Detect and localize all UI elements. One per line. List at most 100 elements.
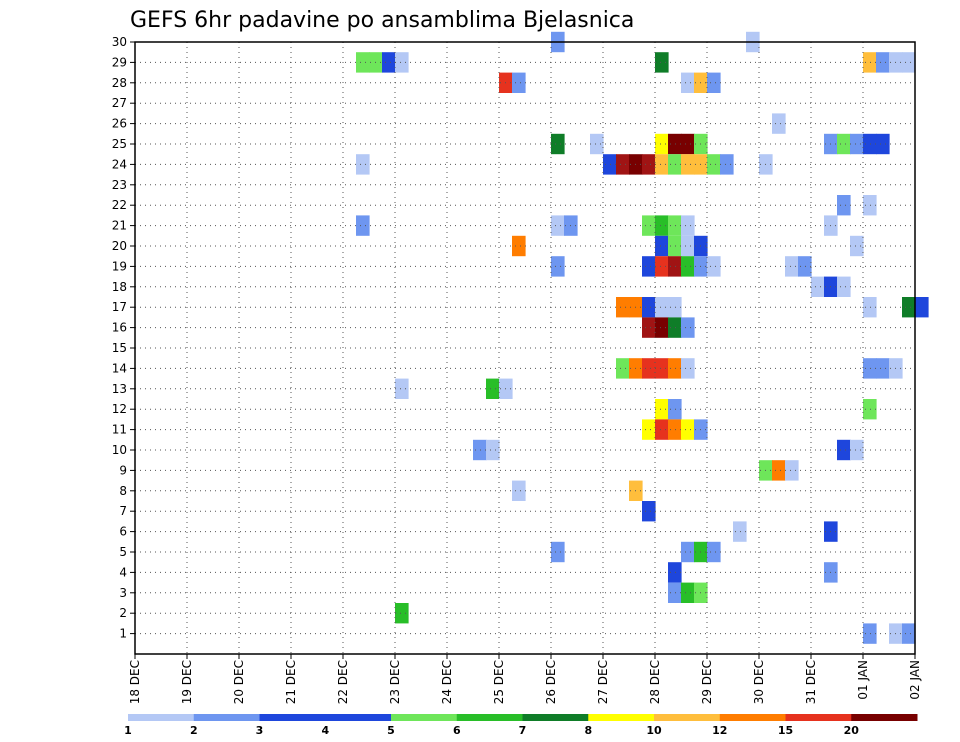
y-tick-label: 22 xyxy=(112,198,127,212)
heatmap-cell xyxy=(551,215,565,236)
legend-label: 7 xyxy=(519,724,527,737)
y-tick-label: 30 xyxy=(112,35,127,49)
x-tick-label: 18 DEC xyxy=(128,660,142,704)
y-tick-label: 3 xyxy=(119,586,127,600)
y-tick-label: 24 xyxy=(112,157,127,171)
y-tick-label: 2 xyxy=(119,606,127,620)
heatmap-cell xyxy=(486,378,500,399)
heatmap-cell xyxy=(850,235,864,257)
heatmap-cells xyxy=(356,31,929,644)
legend-label: 12 xyxy=(712,724,727,737)
heatmap-cell xyxy=(668,297,682,318)
heatmap-cell xyxy=(655,399,669,420)
x-tick-label: 25 DEC xyxy=(492,660,506,704)
heatmap-cell xyxy=(772,460,786,481)
heatmap-cell xyxy=(876,358,890,379)
heatmap-cell xyxy=(395,52,409,73)
y-tick-label: 20 xyxy=(112,239,127,253)
legend-swatch xyxy=(851,714,918,721)
x-tick-label: 21 DEC xyxy=(284,660,298,704)
heatmap-cell xyxy=(785,256,799,277)
heatmap-cell xyxy=(655,317,669,338)
x-tick-label: 28 DEC xyxy=(648,660,662,704)
heatmap-cell xyxy=(655,256,669,277)
heatmap-cell xyxy=(837,133,851,155)
heatmap-cell xyxy=(655,419,669,440)
heatmap-cell xyxy=(850,133,864,155)
legend-label: 15 xyxy=(778,724,793,737)
y-tick-label: 4 xyxy=(119,565,127,579)
heatmap-cell xyxy=(681,256,695,277)
x-tick-label: 24 DEC xyxy=(440,660,454,704)
heatmap-cell xyxy=(681,235,695,257)
heatmap-cell xyxy=(616,154,630,175)
legend-swatch xyxy=(325,714,392,721)
heatmap-cell xyxy=(902,297,916,318)
legend-swatch xyxy=(719,714,786,721)
y-tick-label: 13 xyxy=(112,382,127,396)
heatmap-cell xyxy=(876,133,890,155)
heatmap-cell xyxy=(668,215,682,236)
heatmap-cell xyxy=(642,256,656,277)
x-tick-label: 23 DEC xyxy=(388,660,402,704)
heatmap-cell xyxy=(863,133,877,155)
legend-swatch xyxy=(259,714,326,721)
heatmap-cell xyxy=(915,297,929,318)
heatmap-cell xyxy=(655,358,669,379)
heatmap-cell xyxy=(655,235,669,257)
heatmap-cell xyxy=(863,399,877,420)
y-tick-label: 26 xyxy=(112,117,127,131)
y-tick-label: 9 xyxy=(119,463,127,477)
heatmap-cell xyxy=(668,358,682,379)
heatmap-cell xyxy=(902,52,916,73)
heatmap-cell xyxy=(603,154,617,175)
heatmap-cell xyxy=(863,52,877,73)
legend-swatch xyxy=(522,714,589,721)
heatmap-cell xyxy=(655,52,669,73)
y-tick-label: 28 xyxy=(112,76,127,90)
heatmap-cell xyxy=(356,154,370,175)
x-tick-label: 01 JAN xyxy=(856,660,870,700)
heatmap-cell xyxy=(551,133,565,155)
heatmap-cell xyxy=(668,399,682,420)
heatmap-cell xyxy=(551,541,565,563)
heatmap-cell xyxy=(655,133,669,155)
heatmap-cell xyxy=(642,297,656,318)
heatmap-cell xyxy=(902,623,916,644)
x-tick-label: 22 DEC xyxy=(336,660,350,704)
legend-label: 8 xyxy=(584,724,592,737)
x-tick-label: 26 DEC xyxy=(544,660,558,704)
heatmap-cell xyxy=(681,419,695,440)
chart-title: GEFS 6hr padavine po ansamblima Bjelasni… xyxy=(130,8,634,33)
y-tick-label: 16 xyxy=(112,321,127,335)
x-tick-label: 27 DEC xyxy=(596,660,610,704)
y-tick-label: 11 xyxy=(112,423,127,437)
y-tick-label: 15 xyxy=(112,341,127,355)
heatmap-cell xyxy=(863,623,877,644)
heatmap-cell xyxy=(837,439,851,461)
heatmap-cell xyxy=(668,317,682,338)
y-tick-label: 25 xyxy=(112,137,127,151)
legend-swatch xyxy=(588,714,655,721)
y-tick-label: 10 xyxy=(112,443,127,457)
y-tick-label: 27 xyxy=(112,96,127,110)
heatmap-cell xyxy=(395,603,409,624)
y-tick-label: 6 xyxy=(119,525,127,539)
heatmap-cell xyxy=(655,215,669,236)
heatmap-cell xyxy=(668,419,682,440)
y-tick-label: 17 xyxy=(112,300,127,314)
y-tick-label: 7 xyxy=(119,504,127,518)
legend-label: 6 xyxy=(453,724,461,737)
heatmap-cell xyxy=(356,215,370,236)
heatmap-cell xyxy=(837,195,851,216)
heatmap-cell xyxy=(668,154,682,175)
heatmap-cell xyxy=(785,460,799,481)
legend-label: 10 xyxy=(646,724,662,737)
heatmap-cell xyxy=(681,317,695,338)
y-axis-ticks: 1234567891011121314151617181920212223242… xyxy=(112,35,135,641)
heatmap-cell xyxy=(863,195,877,216)
heatmap-cell xyxy=(681,215,695,236)
heatmap-cell xyxy=(512,480,526,501)
y-tick-label: 12 xyxy=(112,402,127,416)
x-axis-ticks: 18 DEC 19 DEC 20 DEC 21 DEC 22 DEC 23 DEC 24 D… xyxy=(128,654,922,704)
